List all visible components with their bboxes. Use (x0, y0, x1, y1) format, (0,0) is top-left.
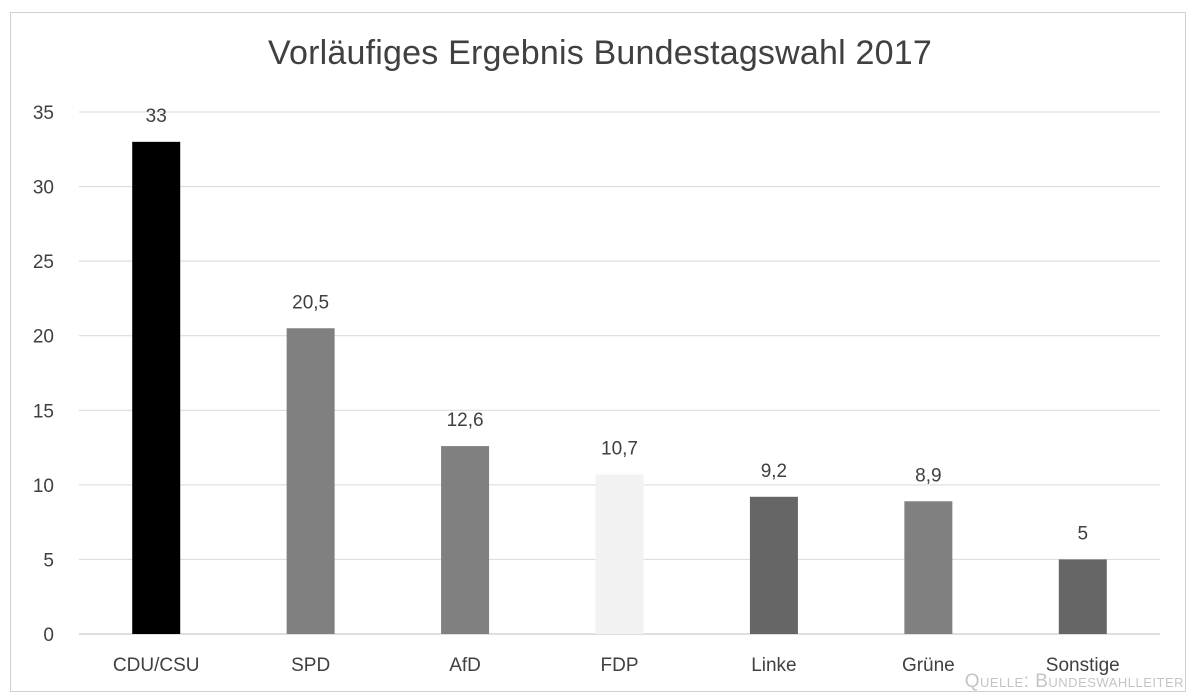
data-label: 10,7 (601, 438, 638, 459)
source-note: Quelle: Bundeswahlleiter (964, 671, 1184, 692)
y-tick-label: 5 (43, 550, 54, 571)
x-tick-label: AfD (449, 655, 481, 676)
bar-cdu-csu (132, 141, 181, 635)
bar-afd (441, 446, 490, 634)
x-axis-ticks: CDU/CSU SPD AfD FDP Linke Grüne Sonstige (113, 655, 1120, 676)
bar-gr-ne (904, 501, 953, 634)
y-axis-ticks: 0 5 10 15 20 25 30 35 (33, 103, 54, 646)
bars (132, 141, 1107, 635)
x-tick-label: FDP (601, 655, 639, 676)
bar-sonstige (1058, 559, 1107, 634)
y-tick-label: 25 (33, 252, 54, 273)
x-tick-label: Grüne (902, 655, 955, 676)
data-label: 5 (1077, 523, 1088, 544)
x-tick-label: Sonstige (1046, 655, 1120, 676)
data-label: 20,5 (292, 292, 329, 313)
bar-fdp (595, 474, 644, 634)
y-tick-label: 15 (33, 401, 54, 422)
x-tick-label: Linke (751, 655, 796, 676)
data-label: 12,6 (447, 410, 484, 431)
data-label: 9,2 (761, 461, 787, 482)
y-tick-label: 20 (33, 327, 54, 348)
data-labels: 33 20,5 12,6 10,7 9,2 8,9 5 (146, 106, 1088, 545)
bar-spd (286, 328, 335, 634)
data-label: 8,9 (915, 465, 941, 486)
bar-linke (749, 496, 798, 634)
y-tick-label: 10 (33, 476, 54, 497)
y-tick-label: 0 (43, 625, 54, 646)
y-tick-label: 30 (33, 178, 54, 199)
x-tick-label: SPD (291, 655, 330, 676)
y-tick-label: 35 (33, 103, 54, 124)
data-label: 33 (146, 106, 167, 127)
chart-title: Vorläufiges Ergebnis Bundestagswahl 2017 (268, 34, 932, 72)
x-tick-label: CDU/CSU (113, 655, 200, 676)
